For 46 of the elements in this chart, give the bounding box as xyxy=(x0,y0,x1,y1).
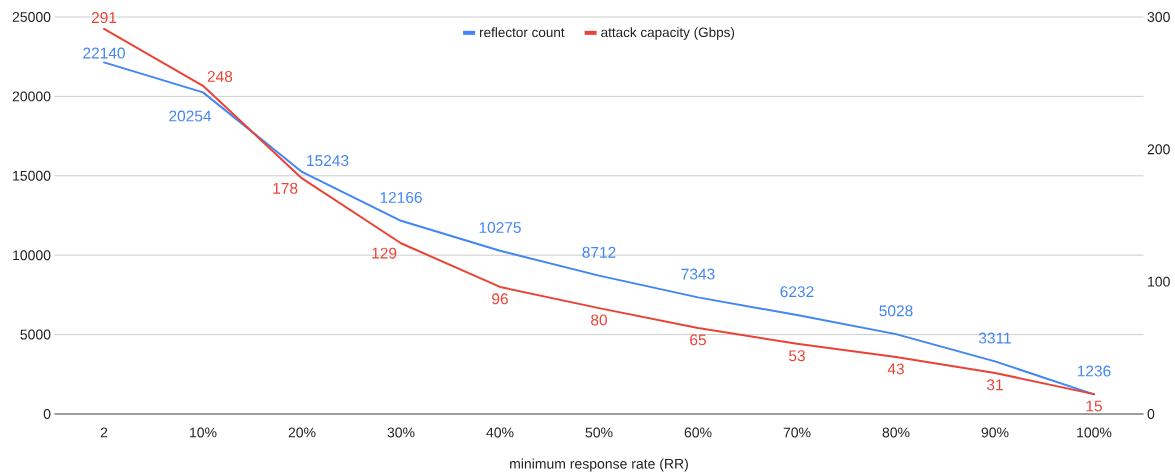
y-tick-label: 25000 xyxy=(12,12,51,22)
data-label: 15 xyxy=(1086,400,1102,412)
data-label: 291 xyxy=(91,12,117,24)
x-tick-label: 90% xyxy=(981,427,1009,438)
y2-tick-label: 0 xyxy=(1147,409,1155,419)
x-tick-label: 50% xyxy=(585,427,613,438)
y2-tick-label: 300 xyxy=(1147,12,1170,22)
y-tick-label: 20000 xyxy=(12,91,51,102)
x-tick-label: 40% xyxy=(486,427,514,438)
data-label: 65 xyxy=(690,334,706,346)
data-label: 15243 xyxy=(307,155,349,167)
data-label: 53 xyxy=(789,350,805,362)
data-label: 12166 xyxy=(380,191,422,203)
data-label: 8712 xyxy=(582,246,616,258)
data-label: 20254 xyxy=(169,110,212,122)
data-label: 178 xyxy=(273,182,298,194)
data-label: 96 xyxy=(492,293,508,305)
x-tick-label: 2 xyxy=(100,427,108,438)
y-tick-label: 15000 xyxy=(13,170,51,181)
data-label: 22140 xyxy=(83,47,125,59)
x-tick-label: 10% xyxy=(190,427,217,438)
data-label: 80 xyxy=(591,314,608,326)
x-tick-label: 30% xyxy=(387,427,415,438)
x-tick-label: 20% xyxy=(288,427,316,438)
legend-label: attack capacity (Gbps) xyxy=(601,27,735,40)
data-label: 248 xyxy=(207,70,233,82)
y-tick-label: 0 xyxy=(43,409,51,419)
data-label: 129 xyxy=(372,247,397,259)
data-label: 7343 xyxy=(681,268,715,280)
x-tick-label: 70% xyxy=(783,427,811,438)
data-label: 43 xyxy=(887,363,904,375)
x-tick-label: 60% xyxy=(684,427,712,438)
legend-label: reflector count xyxy=(479,27,565,38)
y2-tick-label: 200 xyxy=(1147,144,1170,155)
y-tick-label: 5000 xyxy=(20,329,51,340)
x-tick-label: 100% xyxy=(1077,427,1112,438)
data-label: 31 xyxy=(986,379,1003,391)
y-tick-label: 10000 xyxy=(13,250,51,261)
data-label: 1236 xyxy=(1077,365,1111,377)
data-label: 5028 xyxy=(879,305,913,317)
y2-tick-label: 100 xyxy=(1148,276,1170,287)
x-axis-title: minimum response rate (RR) xyxy=(510,458,688,472)
data-label: 3311 xyxy=(978,332,1011,344)
x-tick-label: 80% xyxy=(882,427,910,438)
data-label: 6232 xyxy=(780,286,814,298)
data-label: 10275 xyxy=(479,222,521,233)
